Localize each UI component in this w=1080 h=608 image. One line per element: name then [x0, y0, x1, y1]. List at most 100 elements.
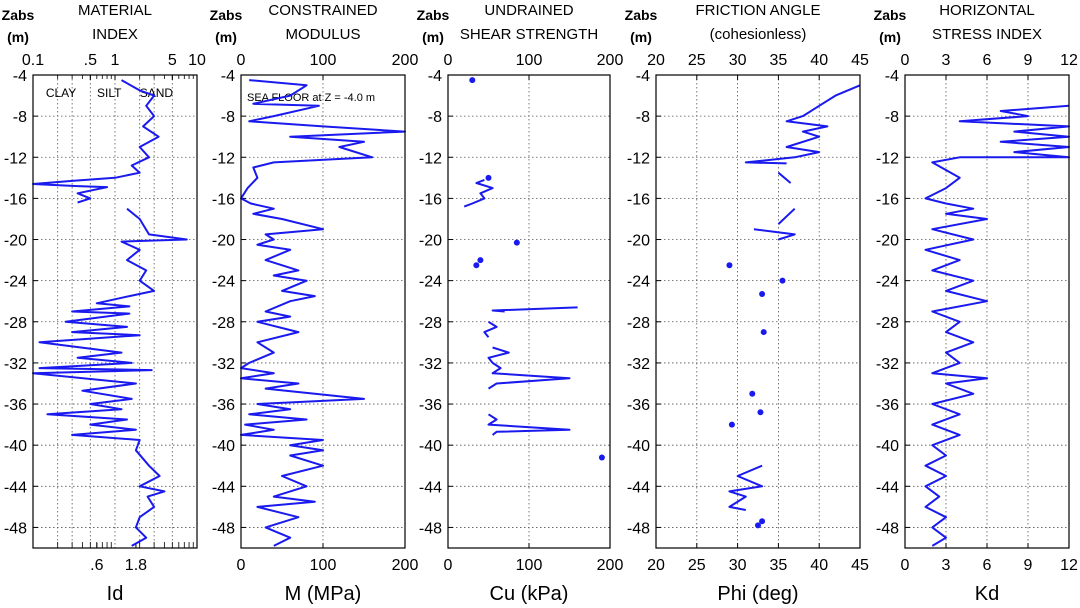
plot-2: CONSTRAINED MODULUS 0 100 200 0 100 200 M (MPa) S… — [237, 2, 419, 605]
depth-tick-label: -8 — [428, 109, 442, 126]
panel-title-line1: FRICTION ANGLE — [695, 2, 820, 19]
top-tick-label: 10 — [188, 52, 206, 69]
panel-title-line1: HORIZONTAL — [939, 2, 1035, 19]
depth-tick-label: -36 — [876, 397, 899, 414]
depth-axis-unit: (m) — [7, 29, 29, 45]
x-axis-label: Cu (kPa) — [490, 583, 569, 605]
data-point — [759, 518, 766, 525]
depth-tick-label: -28 — [876, 315, 899, 332]
depth-tick-label: -24 — [627, 274, 650, 291]
panel-friction-angle: Zabs (m) -4 -8 -12 -16 -20 -24 -28 -32 -36 -40 -44 -4… — [625, 2, 869, 605]
panel-title-line1: UNDRAINED — [484, 2, 573, 19]
data-point — [749, 390, 756, 397]
top-tick-label: 200 — [597, 52, 624, 69]
panel-constrained-modulus: Zabs (m) -4 -8 -12 -16 -20 -24 -28 -32 -36 -40 -44 -4… — [210, 2, 419, 605]
top-tick-label: 3 — [942, 52, 951, 69]
depth-axis-unit: (m) — [215, 29, 237, 45]
depth-tick-label: -48 — [419, 520, 442, 537]
plot-3: UNDRAINED SHEAR STRENGTH 0 100 200 0 100 200 Cu … — [444, 2, 624, 605]
bottom-tick-label: 35 — [770, 557, 788, 574]
sea-floor-note: SEA FLOOR at Z = -4.0 m — [247, 92, 375, 104]
plot-frame — [447, 74, 611, 549]
depth-tick-label: -4 — [13, 68, 27, 85]
top-tick-label: 100 — [310, 52, 337, 69]
top-tick-label: 0 — [901, 52, 910, 69]
depth-tick-label: -44 — [876, 479, 899, 496]
top-tick-label: 0 — [444, 52, 453, 69]
x-axis-label: Kd — [975, 583, 999, 605]
depth-tick-label: -12 — [4, 150, 27, 167]
depth-tick-label: -28 — [212, 315, 235, 332]
panel-title-line2: INDEX — [92, 26, 138, 43]
data-point — [759, 291, 766, 298]
depth-tick-label: -44 — [419, 479, 442, 496]
bottom-tick-label: 12 — [1060, 557, 1078, 574]
top-tick-label: 25 — [688, 52, 706, 69]
top-tick-label: 45 — [851, 52, 869, 69]
panel-horizontal-stress-index: Zabs (m) -4 -8 -12 -16 -20 -24 -28 -32 -36 -40 -44 -4… — [874, 2, 1078, 605]
bottom-tick-label: 6 — [983, 557, 992, 574]
panel-title-line2: MODULUS — [285, 26, 360, 43]
depth-axis-label: Zabs — [625, 7, 658, 23]
depth-tick-label: -20 — [876, 233, 899, 250]
panel-title-line1: MATERIAL — [78, 2, 152, 19]
depth-tick-label: -48 — [212, 520, 235, 537]
bottom-tick-label: 1.8 — [125, 557, 147, 574]
plot-1: MATERIAL INDEX 0.1 .5 1 5 10 .6 1.8Id CLAY SILT SAN… — [22, 2, 206, 605]
series-line — [924, 104, 1070, 547]
depth-tick-label: -40 — [876, 438, 899, 455]
depth-tick-label: -32 — [627, 356, 650, 373]
depth-tick-label: -24 — [876, 274, 899, 291]
depth-tick-label: -4 — [221, 68, 235, 85]
plot-4: FRICTION ANGLE (cohesionless) 20 25 30 35 40 45… — [647, 2, 869, 605]
bottom-tick-label: 20 — [647, 557, 665, 574]
depth-tick-label: -12 — [876, 150, 899, 167]
depth-tick-label: -48 — [4, 520, 27, 537]
data-point — [598, 454, 605, 461]
panel-title-line2: STRESS INDEX — [932, 26, 1042, 43]
panel-title-line1: CONSTRAINED — [268, 2, 377, 19]
panel-material-index: Zabs (m) -4 -8 -12 -16 -20 -24 -28 -32 -36 -40 -44 -4… — [2, 2, 206, 605]
depth-tick-label: -36 — [627, 397, 650, 414]
top-tick-label: .5 — [84, 52, 97, 69]
depth-axis-label: Zabs — [210, 7, 243, 23]
top-tick-label: 0 — [237, 52, 246, 69]
bottom-tick-label: 0 — [444, 557, 453, 574]
depth-tick-label: -36 — [419, 397, 442, 414]
top-tick-label: 35 — [770, 52, 788, 69]
series-line — [463, 178, 578, 436]
bottom-tick-label: 9 — [1024, 557, 1033, 574]
depth-axis-label: Zabs — [2, 7, 35, 23]
depth-tick-label: -8 — [885, 109, 899, 126]
data-point — [726, 262, 733, 269]
depth-tick-label: -40 — [212, 438, 235, 455]
depth-axis-3: Zabs (m) -4 -8 -12 -16 -20 -24 -28 -32 -36 -40 -44 -4… — [417, 7, 450, 537]
data-point — [469, 77, 476, 84]
depth-tick-label: -32 — [212, 356, 235, 373]
data-point — [779, 277, 786, 284]
depth-axis-unit: (m) — [630, 29, 652, 45]
x-axis-label: Id — [107, 583, 124, 605]
depth-axis-1: Zabs (m) -4 -8 -12 -16 -20 -24 -28 -32 -36 -40 -44 -4… — [2, 7, 35, 537]
bottom-tick-label: 0 — [237, 557, 246, 574]
depth-axis-label: Zabs — [874, 7, 907, 23]
depth-axis-unit: (m) — [422, 29, 444, 45]
data-point — [757, 409, 764, 416]
bottom-tick-label: 30 — [729, 557, 747, 574]
depth-tick-label: -24 — [419, 274, 442, 291]
data-point — [485, 174, 492, 181]
bottom-tick-label: 200 — [597, 557, 624, 574]
depth-tick-label: -20 — [212, 233, 235, 250]
panel-title-line2: SHEAR STRENGTH — [460, 26, 598, 43]
depth-tick-label: -24 — [4, 274, 27, 291]
x-axis-label: Phi (deg) — [717, 583, 798, 605]
depth-axis-2: Zabs (m) -4 -8 -12 -16 -20 -24 -28 -32 -36 -40 -44 -4… — [210, 7, 243, 537]
plot-5: HORIZONTAL STRESS INDEX 0 3 6 9 12 0 3 6 9 12 Kd — [901, 2, 1078, 605]
depth-axis-4: Zabs (m) -4 -8 -12 -16 -20 -24 -28 -32 -36 -40 -44 -4… — [625, 7, 658, 537]
depth-tick-label: -12 — [627, 150, 650, 167]
depth-tick-label: -16 — [627, 191, 650, 208]
depth-tick-label: -44 — [627, 479, 650, 496]
data-point — [755, 522, 761, 529]
depth-tick-label: -36 — [4, 397, 27, 414]
